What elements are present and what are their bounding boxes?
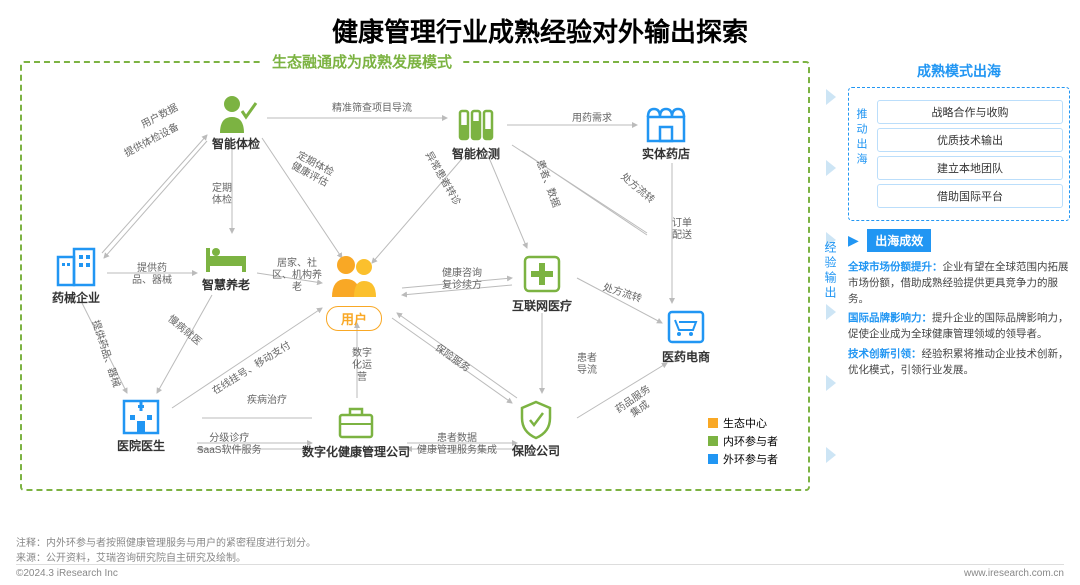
right-title: 成熟模式出海 xyxy=(848,61,1070,81)
edge-label: 订单配送 xyxy=(672,218,692,242)
footer: 注释：内外环参与者按照健康管理服务与用户的紧密程度进行划分。 来源：公开资料，艾… xyxy=(16,534,1064,579)
edge-label: 提供药品、器械 xyxy=(132,263,172,287)
right-panel: 成熟模式出海 推动出海 战略合作与收购优质技术输出建立本地团队借助国际平台 ▶ … xyxy=(848,61,1070,378)
strategy-item: 借助国际平台 xyxy=(877,184,1063,208)
chevron-right-icon xyxy=(826,89,836,105)
node-internet: 互联网医疗 xyxy=(512,253,572,314)
right-box-top: 推动出海 战略合作与收购优质技术输出建立本地团队借助国际平台 xyxy=(848,87,1070,221)
node-insurance: 保险公司 xyxy=(512,398,560,459)
edge-label: 患者数据健康管理服务集成 xyxy=(417,433,497,457)
edge-label: 分级诊疗SaaS软件服务 xyxy=(197,433,261,457)
edge-label: 精准筛查项目导流 xyxy=(332,103,412,115)
center-label: 用户 xyxy=(326,306,382,331)
effect-item: 技术创新引领：经验积累将推动企业技术创新，优化模式，引领行业发展。 xyxy=(848,347,1070,379)
footer-url: www.iresearch.com.cn xyxy=(964,568,1064,579)
node-ecom: 医药电商 xyxy=(662,308,710,365)
legend-item: 外环参与者 xyxy=(708,451,778,467)
node-pharmacy: 实体药店 xyxy=(642,103,690,162)
play-icon: ▶ xyxy=(848,232,859,248)
chevron-right-icon xyxy=(826,304,836,320)
strategy-item: 战略合作与收购 xyxy=(877,100,1063,124)
edge-label: 健康咨询复诊续方 xyxy=(442,268,482,292)
edge-label: 患者导流 xyxy=(577,353,597,377)
footer-source: 来源：公开资料，艾瑞咨询研究院自主研究及绘制。 xyxy=(16,549,1064,564)
effect-item: 全球市场份额提升：企业有望在全球范围内拓展市场份额，借助成熟经验提供更具竞争力的… xyxy=(848,260,1070,307)
edge-label: 数字化运营 xyxy=(352,348,372,384)
ecosystem-container: 生态融通成为成熟发展模式 用户 智能体检智能检测实体药店药械企业智慧养老互联网医… xyxy=(20,61,810,491)
chevron-right-icon xyxy=(826,447,836,463)
right-side-label: 推动出海 xyxy=(853,108,869,168)
footer-copy: ©2024.3 iResearch Inc xyxy=(16,568,118,579)
footer-note: 注释：内外环参与者按照健康管理服务与用户的紧密程度进行划分。 xyxy=(16,534,1064,549)
chevron-right-icon xyxy=(826,375,836,391)
legend-item: 生态中心 xyxy=(708,415,778,431)
users-icon xyxy=(326,253,382,297)
legend: 生态中心内环参与者外环参与者 xyxy=(708,413,778,469)
chevron-right-icon xyxy=(826,160,836,176)
center-user-node: 用户 xyxy=(326,253,382,331)
node-elderly: 智慧养老 xyxy=(202,238,250,293)
edge-label: 居家、社区、机构养老 xyxy=(272,258,322,294)
edge-label: 定期体检 xyxy=(212,183,232,207)
vertical-label: 经验输出 xyxy=(822,241,839,301)
node-exam: 智能体检 xyxy=(212,93,260,152)
node-device: 药械企业 xyxy=(52,243,100,306)
edge-label: 用药需求 xyxy=(572,113,612,125)
strategy-item: 建立本地团队 xyxy=(877,156,1063,180)
legend-item: 内环参与者 xyxy=(708,433,778,449)
node-hospital: 医院医生 xyxy=(117,393,165,454)
edge-label: 疾病治疗 xyxy=(247,395,287,407)
strategy-item: 优质技术输出 xyxy=(877,128,1063,152)
main-diagram: 生态融通成为成熟发展模式 用户 智能体检智能检测实体药店药械企业智慧养老互联网医… xyxy=(10,61,1070,501)
page-title: 健康管理行业成熟经验对外输出探索 xyxy=(0,0,1080,61)
node-detect: 智能检测 xyxy=(452,103,500,162)
node-digital: 数字化健康管理公司 xyxy=(302,403,410,460)
right-band: 出海成效 xyxy=(867,229,931,252)
effect-item: 国际品牌影响力：提升企业的国际品牌影响力，促使企业成为全球健康管理领域的领导者。 xyxy=(848,311,1070,343)
